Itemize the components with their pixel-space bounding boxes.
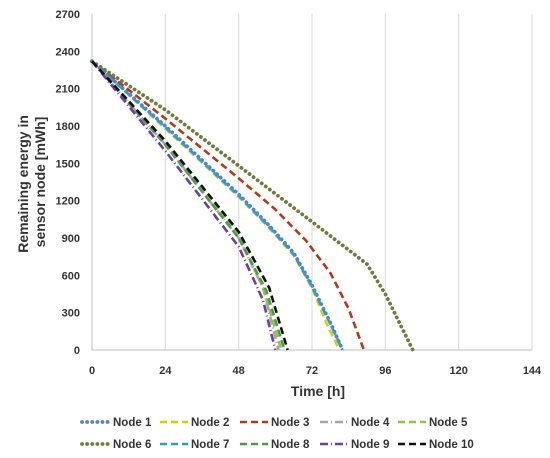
series-line-node-9 <box>90 60 277 351</box>
series-line-node-8 <box>91 60 286 351</box>
y-tick-label: 1200 <box>56 196 80 208</box>
legend-label-node-6: Node 6 <box>113 439 151 451</box>
x-tick-label: 96 <box>379 365 391 377</box>
legend-label-node-3: Node 3 <box>271 417 309 429</box>
y-tick-label: 2400 <box>56 46 80 58</box>
legend-label-node-8: Node 8 <box>271 439 310 451</box>
x-tick-label: 144 <box>523 365 542 377</box>
y-tick-label: 600 <box>62 270 80 282</box>
series-line-node-4 <box>91 60 280 351</box>
x-tick-label: 48 <box>233 365 245 377</box>
x-tick-labels: 0 24 48 72 96 120 144 <box>89 365 542 377</box>
x-tick-label: 24 <box>159 365 172 377</box>
legend-label-node-7: Node 7 <box>191 439 229 451</box>
legend-label-node-1: Node 1 <box>113 417 152 429</box>
y-tick-label: 900 <box>62 233 80 245</box>
y-tick-label: 300 <box>62 308 80 320</box>
series-line-node-10 <box>91 60 289 351</box>
y-tick-label: 2100 <box>56 84 80 96</box>
x-tick-label: 120 <box>449 365 467 377</box>
legend-label-node-4: Node 4 <box>351 417 390 429</box>
y-tick-label: 1800 <box>56 121 80 133</box>
y-tick-labels: 0 300 600 900 1200 1500 1800 2100 2400 2700 <box>56 9 80 357</box>
series-line-node-6 <box>90 59 415 352</box>
legend-label-node-5: Node 5 <box>429 417 468 429</box>
axes <box>91 14 532 351</box>
y-tick-label: 1500 <box>56 158 80 170</box>
series-line-node-3 <box>91 60 366 351</box>
x-tick-label: 72 <box>306 365 318 377</box>
series-line-node-5 <box>91 60 283 351</box>
y-axis-label: Remaining energy in sensor node [mWh] <box>15 111 48 253</box>
y-axis-label-line-2: sensor node [mWh] <box>32 117 48 248</box>
series-line-node-7 <box>91 60 344 351</box>
legend: Node 1 Node 2 Node 3 Node 4 Node 5 Node 6 Node… <box>80 417 474 451</box>
y-tick-label: 0 <box>74 345 80 357</box>
legend-label-node-10: Node 10 <box>429 439 474 451</box>
x-tick-label: 0 <box>89 365 95 377</box>
x-axis-label: Time [h] <box>291 383 345 399</box>
series-lines <box>90 59 415 352</box>
y-tick-label: 2700 <box>56 9 80 21</box>
legend-label-node-9: Node 9 <box>351 439 389 451</box>
legend-label-node-2: Node 2 <box>191 417 229 429</box>
gridlines <box>91 14 533 350</box>
y-axis-label-line-1: Remaining energy in <box>15 115 31 253</box>
